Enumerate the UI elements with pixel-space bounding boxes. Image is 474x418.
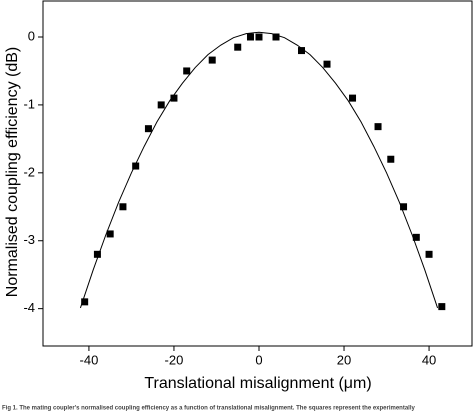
y-tick-label: 0	[28, 28, 35, 43]
data-point	[255, 33, 263, 41]
x-tick-label: -40	[80, 352, 99, 367]
data-point	[387, 155, 395, 163]
data-point	[170, 94, 178, 102]
plot-frame	[42, 0, 473, 347]
y-tick-label: -4	[23, 300, 35, 315]
data-point	[144, 125, 152, 133]
data-point	[425, 250, 433, 258]
data-point	[93, 250, 101, 258]
data-point	[132, 162, 140, 170]
caption: Fig 1. The mating coupler's normalised c…	[2, 406, 416, 412]
y-tick-label: -3	[23, 232, 35, 247]
x-tick-label: 0	[255, 352, 262, 367]
data-point	[234, 43, 242, 51]
y-tick-label: -1	[23, 96, 35, 111]
data-point	[119, 203, 127, 211]
data-point	[349, 94, 357, 102]
data-point	[438, 303, 446, 311]
data-point	[246, 33, 254, 41]
data-point	[412, 233, 420, 241]
data-point	[106, 230, 114, 238]
fit-curve	[79, 31, 439, 309]
data-point	[323, 60, 331, 68]
x-tick-label: -20	[165, 352, 184, 367]
x-axis-label: Translational misalignment (μm)	[144, 375, 371, 392]
data-point	[157, 101, 165, 109]
x-tick-label: 40	[422, 352, 436, 367]
y-axis-label: Normalised coupling efficiency (dB)	[4, 47, 21, 297]
data-point	[272, 33, 280, 41]
x-tick-label: 20	[337, 352, 351, 367]
data-point	[374, 123, 382, 131]
y-tick-label: -2	[23, 164, 35, 179]
data-point	[183, 67, 191, 75]
data-point	[298, 47, 306, 55]
data-point	[400, 203, 408, 211]
data-point	[81, 298, 89, 306]
data-point	[208, 56, 216, 64]
